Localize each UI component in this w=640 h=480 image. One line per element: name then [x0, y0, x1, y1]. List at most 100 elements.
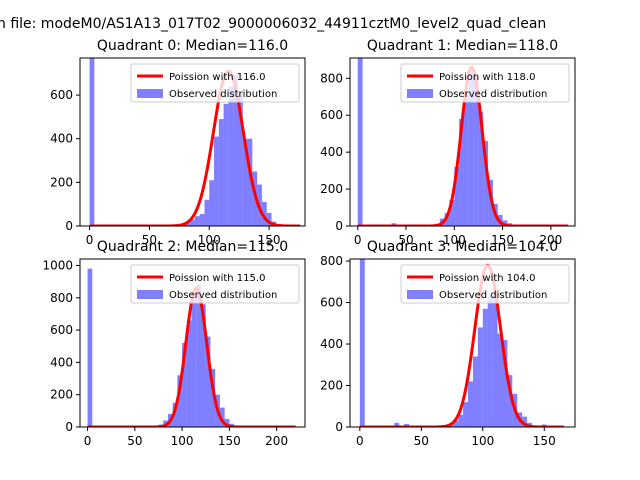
histogram-bar	[196, 284, 202, 427]
axes-frame	[349, 258, 576, 428]
legend-box	[130, 264, 300, 304]
y-tick-label: 400	[320, 337, 343, 351]
histogram-bar	[204, 199, 210, 226]
histogram-bar	[468, 70, 474, 226]
y-tick-label: 0	[65, 219, 73, 233]
x-tick-label: 150	[533, 434, 556, 448]
histogram-bar	[266, 212, 272, 226]
y-tick-label: 400	[50, 355, 73, 369]
histogram-bar	[394, 422, 400, 427]
legend-box	[130, 63, 300, 103]
x-tick-label: 100	[198, 233, 221, 247]
histogram-bar	[194, 216, 200, 226]
histogram-bar	[483, 141, 489, 226]
legend-entry-observed: Observed distribution	[439, 290, 547, 301]
histogram-bar	[472, 356, 478, 427]
quadrant-title: Quadrant 2: Median=115.0	[97, 239, 288, 255]
y-tick-label: 400	[320, 145, 343, 159]
histogram-bar	[463, 402, 469, 427]
x-tick-label: 100	[471, 434, 494, 448]
histogram-bar	[89, 58, 95, 226]
histogram-bar	[477, 327, 483, 427]
y-tick-label: 800	[50, 291, 73, 305]
histogram-bar	[459, 118, 464, 226]
y-tick-label: 600	[50, 88, 73, 102]
poisson-fit-line	[357, 65, 569, 226]
legend-patch-swatch	[137, 290, 163, 299]
histogram-bars	[357, 58, 513, 226]
y-tick-label: 800	[320, 254, 343, 268]
x-tick-label: 150	[491, 233, 514, 247]
quadrant-1-panel: 0 50 100 150 200 0 200 400 600 800 Quadrant 1: Med…	[320, 38, 576, 247]
histogram-bar	[224, 418, 230, 427]
y-tick-label: 600	[50, 323, 73, 337]
quadrant-title: Quadrant 1: Median=118.0	[367, 38, 558, 54]
histogram-bar	[87, 268, 93, 427]
histogram-bar	[261, 202, 267, 226]
x-tick-label: 200	[265, 434, 288, 448]
histogram-bar	[473, 76, 479, 226]
y-tick-label: 200	[320, 379, 343, 393]
histogram-bar	[191, 294, 197, 427]
histogram-bar	[237, 92, 243, 226]
histogram-bar	[214, 136, 219, 226]
y-tick-label: 400	[50, 132, 73, 146]
histogram-bar	[219, 407, 225, 427]
histogram-bar	[247, 138, 253, 226]
histogram-bar	[502, 339, 508, 427]
histogram-bar	[242, 138, 248, 226]
histogram-bar	[404, 423, 410, 427]
x-tick-label: 0	[86, 233, 94, 247]
poisson-fit-line	[89, 69, 301, 226]
x-tick-label: 50	[142, 233, 157, 247]
histogram-bar	[199, 214, 205, 226]
histogram-bar	[233, 75, 238, 226]
y-tick-label: 200	[50, 175, 73, 189]
x-tick-label: 150	[258, 233, 281, 247]
x-tick-label: 50	[398, 233, 413, 247]
x-tick-label: 50	[127, 434, 142, 448]
legend-box	[400, 63, 570, 103]
histogram-bar	[205, 336, 211, 427]
x-tick-label: 0	[84, 434, 92, 448]
histogram-bar	[182, 343, 187, 427]
histogram-bar	[359, 259, 365, 427]
quadrant-2-panel: 0 50 100 150 200 0 200 400 600 800 1000 Quadrant 2:…	[42, 239, 306, 448]
x-tick-label: 50	[414, 434, 429, 448]
histogram-bar	[482, 308, 488, 427]
axes-frame	[79, 57, 306, 227]
x-tick-label: 0	[354, 233, 362, 247]
histogram-bar	[497, 333, 503, 427]
histogram-bar	[453, 420, 459, 427]
y-tick-label: 600	[320, 108, 343, 122]
poisson-fit-line	[359, 263, 565, 427]
quadrant-3-panel: 0 50 100 150 0 200 400 600 800 Quadrant 3: Median…	[320, 239, 576, 448]
y-tick-label: 600	[320, 296, 343, 310]
quadrant-title: Quadrant 0: Median=116.0	[97, 38, 288, 54]
legend-entry-fit: Poission with 104.0	[439, 273, 535, 284]
axes-frame	[349, 57, 576, 227]
histogram-bar	[210, 368, 216, 427]
x-tick-label: 150	[218, 434, 241, 448]
x-tick-label: 0	[356, 434, 364, 448]
x-tick-label: 100	[171, 434, 194, 448]
histogram-bar	[201, 304, 206, 427]
histogram-bar	[186, 320, 192, 427]
histogram-bar	[468, 381, 473, 427]
legend-entry-fit: Poission with 115.0	[169, 273, 265, 284]
legend-entry-observed: Observed distribution	[439, 89, 547, 100]
y-tick-label: 200	[320, 182, 343, 196]
legend-entry-fit: Poission with 118.0	[439, 72, 535, 83]
histogram-bar	[172, 402, 178, 427]
y-tick-label: 800	[320, 71, 343, 85]
y-tick-label: 0	[335, 219, 343, 233]
y-tick-label: 1000	[42, 258, 73, 272]
histogram-bar	[492, 294, 498, 427]
histogram-bar	[487, 296, 493, 427]
legend-entry-observed: Observed distribution	[169, 89, 277, 100]
legend-patch-swatch	[407, 290, 433, 299]
histogram-bar	[185, 222, 191, 226]
histogram-bar	[209, 180, 215, 226]
y-tick-label: 0	[65, 420, 73, 434]
